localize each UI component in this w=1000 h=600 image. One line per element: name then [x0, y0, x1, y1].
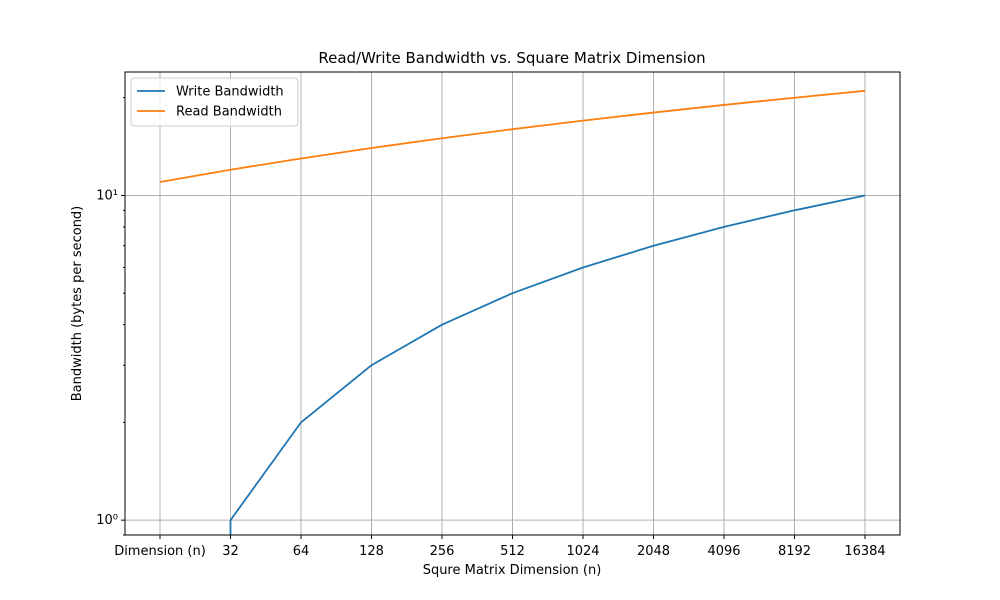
legend-box: [130, 77, 299, 127]
x-tick-label: Dimension (n): [114, 544, 206, 559]
x-axis-label: Squre Matrix Dimension (n): [423, 563, 602, 578]
x-tick-label: 512: [500, 544, 525, 559]
grid-lines: [125, 72, 900, 535]
series-line-0: [229, 194, 866, 535]
x-tick-label: 8192: [778, 544, 811, 559]
x-tick-label: 4096: [707, 544, 740, 559]
y-axis-ticks: 10⁰ 10¹: [96, 97, 125, 536]
x-tick-label: 64: [293, 544, 310, 559]
legend-label-0: Write Bandwidth: [176, 85, 284, 100]
x-axis-ticks: Dimension (n) 32 64 128 256 512 1024 2048 4096 81…: [114, 535, 886, 559]
x-tick-label: 256: [430, 544, 455, 559]
x-tick-label: 128: [359, 544, 384, 559]
legend-label-1: Read Bandwidth: [176, 105, 282, 120]
legend: Write Bandwidth Read Bandwidth: [130, 77, 299, 127]
y-tick-label: 10¹: [96, 188, 118, 203]
series-lines: [159, 89, 866, 535]
x-tick-label: 2048: [637, 544, 670, 559]
series-line-1: [159, 89, 866, 183]
x-tick-label: 1024: [566, 544, 599, 559]
chart-title: Read/Write Bandwidth vs. Square Matrix D…: [318, 49, 705, 67]
x-tick-label: 32: [222, 544, 239, 559]
x-tick-label: 16384: [844, 544, 885, 559]
y-tick-label: 10⁰: [96, 513, 118, 528]
y-axis-label: Bandwidth (bytes per second): [70, 206, 85, 402]
